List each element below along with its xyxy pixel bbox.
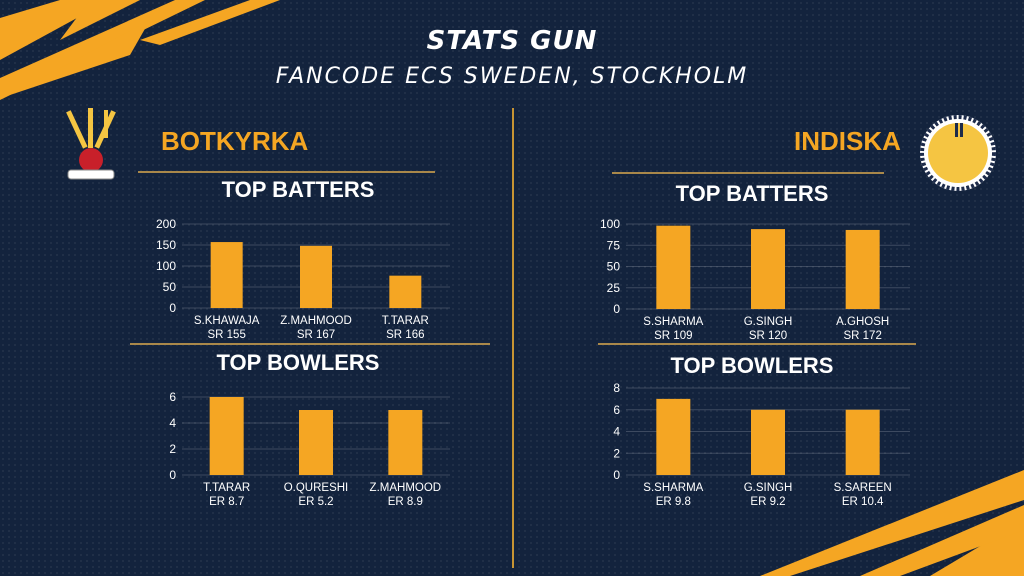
y-tick-label: 50 <box>163 280 177 294</box>
y-tick-label: 8 <box>613 381 620 395</box>
team-name-right: INDISKA <box>794 126 901 156</box>
y-tick-label: 2 <box>169 442 176 456</box>
stat-label: ER 9.8 <box>656 496 691 508</box>
y-tick-label: 100 <box>156 259 176 273</box>
stat-label: ER 8.9 <box>388 496 423 508</box>
bar <box>656 398 691 475</box>
left-batters-title: TOP BATTERS <box>221 177 375 202</box>
y-tick-label: 200 <box>156 217 176 231</box>
stat-label: SR 120 <box>749 330 787 342</box>
stat-label: ER 10.4 <box>842 496 884 508</box>
stat-label: SR 155 <box>207 329 245 341</box>
right-section-rule <box>598 343 916 345</box>
y-tick-label: 0 <box>169 468 176 482</box>
y-tick-label: 0 <box>613 468 620 482</box>
y-tick-label: 100 <box>600 217 620 231</box>
y-tick-label: 6 <box>613 403 620 417</box>
bar <box>209 397 244 475</box>
bar <box>751 409 785 475</box>
y-tick-label: 2 <box>613 446 620 460</box>
category-label: G.SINGH <box>744 316 793 328</box>
category-label: Z.MAHMOOD <box>370 482 442 494</box>
right-header-rule <box>612 172 884 174</box>
stat-label: ER 9.2 <box>750 496 785 508</box>
category-label: A.GHOSH <box>836 316 889 328</box>
center-divider <box>512 108 514 568</box>
bar <box>845 229 880 309</box>
stat-label: ER 5.2 <box>298 496 333 508</box>
category-label: S.KHAWAJA <box>194 315 260 327</box>
bar <box>210 242 243 308</box>
left-header-rule <box>138 171 435 173</box>
stat-label: SR 172 <box>843 330 881 342</box>
stat-label: ER 8.7 <box>209 496 244 508</box>
category-label: S.SHARMA <box>643 316 703 328</box>
stat-label: SR 167 <box>297 329 335 341</box>
bar <box>388 410 423 475</box>
category-label: T.TARAR <box>203 482 250 494</box>
bar <box>300 245 332 308</box>
y-tick-label: 4 <box>613 425 620 439</box>
bar <box>299 410 333 475</box>
cricket-bats-ball-icon <box>66 108 116 180</box>
y-tick-label: 25 <box>607 281 621 295</box>
category-label: T.TARAR <box>382 315 429 327</box>
y-tick-label: 75 <box>607 238 621 252</box>
bar <box>389 275 422 308</box>
bar <box>845 409 880 475</box>
right-bowlers-chart: 0 2 4 6 8 S.SHARMA ER 9.8 G.SINGH ER 9.2 S.SAREEN… <box>613 381 910 508</box>
right-bowlers-title: TOP BOWLERS <box>670 353 834 378</box>
category-label: Z.MAHMOOD <box>280 315 352 327</box>
y-tick-label: 0 <box>613 302 620 316</box>
y-tick-label: 0 <box>169 301 176 315</box>
category-label: O.QURESHI <box>284 482 349 494</box>
y-tick-label: 150 <box>156 238 176 252</box>
left-bowlers-title: TOP BOWLERS <box>216 350 380 375</box>
left-section-rule <box>130 343 490 345</box>
stat-label: SR 109 <box>654 330 692 342</box>
right-batters-chart: 0 25 50 75 100 S.SHARMA SR 109 G.SINGH SR 120 A.G… <box>600 217 910 342</box>
bar <box>656 225 691 309</box>
bar <box>751 229 785 309</box>
category-label: S.SAREEN <box>834 482 892 494</box>
right-batters-title: TOP BATTERS <box>675 181 829 206</box>
y-tick-label: 4 <box>169 416 176 430</box>
category-label: S.SHARMA <box>643 482 703 494</box>
page-subtitle: FANCODE ECS SWEDEN, STOCKHOLM <box>275 64 749 89</box>
y-tick-label: 6 <box>169 390 176 404</box>
team-name-left: BOTKYRKA <box>161 126 309 156</box>
stat-label: SR 166 <box>386 329 424 341</box>
left-batters-chart: 0 50 100 150 200 S.KHAWAJA SR 155 Z.MAHMOOD SR 1… <box>156 217 450 341</box>
y-tick-label: 50 <box>607 260 621 274</box>
page-title: STATS GUN <box>426 26 598 56</box>
left-bowlers-chart: 0 2 4 6 T.TARAR ER 8.7 O.QURESHI ER 5.2 Z.MAHMOO… <box>169 390 450 508</box>
category-label: G.SINGH <box>744 482 793 494</box>
indiska-cricket-club-badge-icon <box>920 115 996 191</box>
